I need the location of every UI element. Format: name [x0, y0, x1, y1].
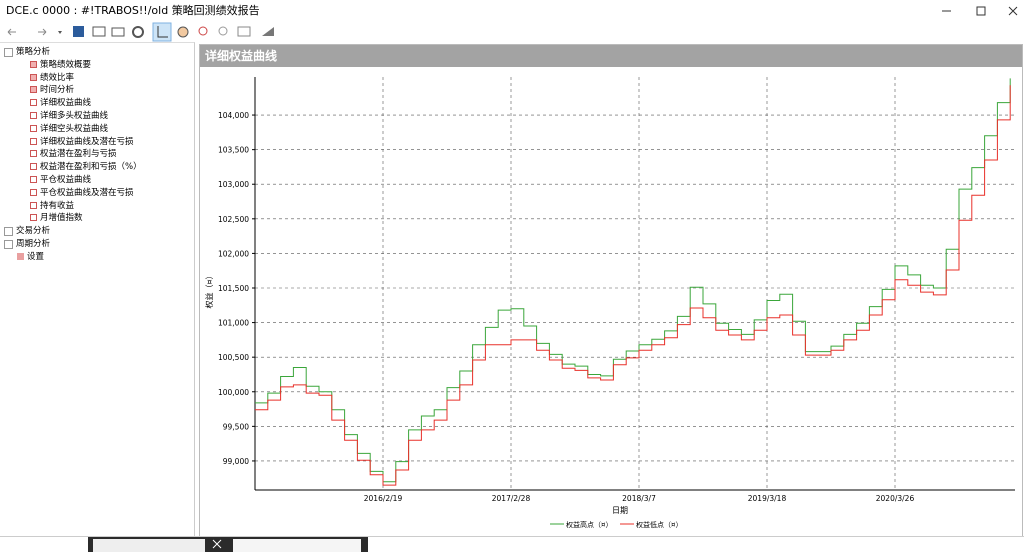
save-button[interactable]	[73, 26, 84, 37]
node-icon	[30, 214, 37, 222]
tree-node[interactable]: 周期分析	[16, 239, 51, 249]
tree-view: 策略分析策略绩效概要 绩效比率时间分析详细权益曲线详细多头权益曲线 详细空头权益曲线…	[0, 42, 195, 536]
tree-node[interactable]: 持有收益	[40, 200, 75, 211]
x-tick-label: 2019/3/18	[748, 494, 787, 503]
chart-panel: 详细权益曲线 权益（¤） 日期 99,000 99,500 100,000 100,5…	[199, 44, 1023, 537]
expander[interactable]	[4, 227, 13, 237]
tree-node[interactable]: 交易分析	[16, 226, 51, 237]
y-axis-label: 权益（¤）	[204, 271, 214, 308]
back-button[interactable]	[7, 28, 16, 36]
y-tick-label: 104,000	[218, 111, 249, 120]
tree-node[interactable]: 详细权益曲线	[40, 98, 92, 109]
tree-node[interactable]: 权益潜在盈利和亏损（%）	[40, 162, 142, 173]
node-icon	[30, 99, 37, 107]
tree-node[interactable]: 月增值指数	[40, 213, 83, 224]
y-tick-label: 101,000	[218, 319, 249, 328]
expander[interactable]	[4, 240, 13, 249]
tree-node[interactable]: 策略绩效概要	[40, 59, 92, 70]
x-tick-label: 2020/3/26	[876, 494, 915, 503]
y-tick-label: 103,000	[218, 180, 249, 189]
tree-node[interactable]: 绩效比率	[40, 72, 75, 83]
tree-node[interactable]: 时间分析	[40, 85, 75, 96]
title-bar: DCE.c 0000 : #!TRABOS!!/old 策略回测绩效报告	[0, 0, 1024, 22]
x-axis-label: 日期	[612, 506, 628, 515]
node-icon	[30, 124, 37, 132]
tree-node[interactable]: 详细空头权益曲线	[40, 123, 109, 134]
node-icon	[30, 163, 37, 171]
pan-button[interactable]	[177, 26, 189, 38]
tree-node[interactable]: 策略分析	[16, 47, 51, 57]
chart-button[interactable]	[262, 27, 274, 36]
thumb-close[interactable]	[212, 539, 222, 549]
node-icon	[30, 112, 37, 119]
tree-node[interactable]: 平仓权益曲线及潜在亏损	[40, 187, 134, 198]
x-tick-label: 2016/2/19	[364, 494, 403, 503]
tree-node[interactable]: 详细多头权益曲线	[40, 111, 109, 121]
expander[interactable]	[4, 253, 11, 260]
close[interactable]	[1008, 6, 1018, 16]
x-tick-label: 2018/3/7	[622, 494, 656, 503]
zoom-in-button[interactable]	[198, 26, 208, 36]
node-icon	[30, 137, 37, 145]
panel-title: 详细权益曲线	[200, 45, 1022, 67]
node-icon	[30, 150, 37, 158]
window-controls	[942, 6, 1018, 16]
expander[interactable]	[4, 48, 13, 57]
tree-node[interactable]: 设置	[27, 251, 45, 262]
dropdown[interactable]	[58, 31, 62, 34]
crosshair-icon	[157, 26, 168, 38]
thumbnail[interactable]	[93, 539, 205, 552]
tree-node[interactable]: 权益潜在盈利与亏损	[40, 149, 117, 160]
print-button[interactable]	[111, 27, 125, 37]
node-icon	[30, 86, 37, 94]
copy-button[interactable]	[92, 26, 106, 37]
y-tick-label: 101,500	[218, 284, 249, 293]
node-icon	[30, 188, 37, 196]
node-icon	[30, 201, 37, 209]
equity-line	[255, 85, 1011, 486]
window-title: DCE.c 0000 : #!TRABOS!!/old 策略回测绩效报告	[6, 4, 260, 17]
taskbar	[0, 536, 1024, 552]
node-icon	[30, 60, 37, 68]
tree-node[interactable]: 平仓权益曲线	[40, 175, 92, 185]
chart: 权益（¤） 日期 99,000 99,500 100,000 100,500 101,0…	[204, 77, 1015, 529]
y-tick-label: 100,500	[218, 353, 249, 362]
legend-label: 权益高点（¤）	[566, 520, 612, 529]
y-tick-label: 99,500	[223, 422, 249, 431]
node-icon	[30, 73, 37, 81]
y-tick-label: 100,000	[218, 388, 249, 397]
settings-button[interactable]	[132, 26, 144, 38]
fit-button[interactable]	[237, 26, 251, 37]
y-tick-label: 103,500	[218, 146, 249, 155]
y-tick-label: 102,000	[218, 249, 249, 258]
node-icon	[30, 176, 37, 183]
thumbnail[interactable]	[233, 539, 361, 552]
maximize[interactable]	[976, 6, 986, 16]
x-tick-label: 2017/2/28	[492, 494, 531, 503]
legend-label: 权益低点（¤）	[636, 520, 682, 529]
node-icon	[17, 252, 24, 260]
y-tick-label: 99,000	[223, 457, 249, 466]
forward-button[interactable]	[38, 28, 47, 36]
y-tick-label: 102,500	[218, 215, 249, 224]
zoom-out-button[interactable]	[218, 26, 228, 36]
tree-node[interactable]: 详细权益曲线及潜在亏损	[40, 136, 134, 147]
crosshair-button[interactable]	[152, 22, 172, 42]
toolbar	[7, 22, 274, 42]
taskbar-thumbs	[88, 537, 368, 552]
